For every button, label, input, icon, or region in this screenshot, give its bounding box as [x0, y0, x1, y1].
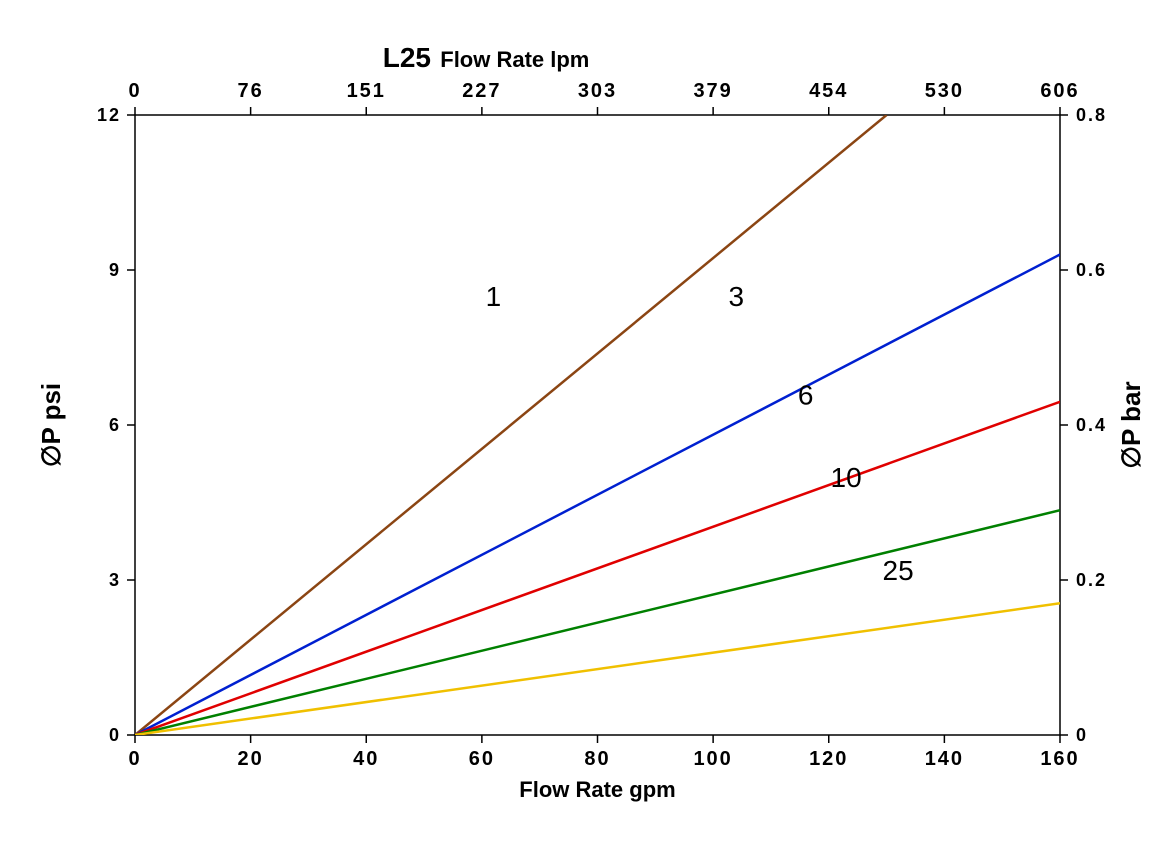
x-tick-label: 60	[469, 748, 495, 770]
y-left-tick-label: 3	[109, 570, 121, 590]
x-top-tick-label: 303	[578, 80, 617, 102]
x-tick-label: 120	[809, 748, 848, 770]
series-label-3: 3	[728, 281, 744, 312]
x-tick-label: 20	[238, 748, 264, 770]
y-left-tick-label: 0	[109, 725, 121, 745]
y-right-tick-label: 0	[1076, 725, 1088, 745]
x-tick-label: 80	[584, 748, 610, 770]
y-right-title: ∅P bar	[1116, 381, 1146, 468]
series-label-1: 1	[486, 281, 502, 312]
top-title-prefix: L25	[383, 42, 431, 73]
y-right-tick-label: 0.4	[1076, 415, 1107, 435]
x-top-tick-label: 151	[347, 80, 386, 102]
x-bottom-title: Flow Rate gpm	[519, 777, 675, 802]
y-right-tick-label: 0.2	[1076, 570, 1107, 590]
x-tick-label: 40	[353, 748, 379, 770]
chart-bg	[0, 0, 1170, 866]
x-top-tick-label: 76	[238, 80, 264, 102]
series-label-25: 25	[883, 555, 914, 586]
x-tick-label: 0	[128, 748, 141, 770]
x-tick-label: 160	[1040, 748, 1079, 770]
y-left-title: ∅P psi	[36, 383, 66, 467]
top-title-suffix: Flow Rate lpm	[440, 47, 589, 72]
x-top-tick-label: 227	[462, 80, 501, 102]
y-left-tick-label: 12	[97, 105, 121, 125]
x-top-tick-label: 530	[925, 80, 964, 102]
chart-svg: 020406080100120140160Flow Rate gpm076151…	[0, 0, 1170, 866]
top-title: L25 Flow Rate lpm	[383, 42, 590, 73]
x-top-tick-label: 0	[128, 80, 141, 102]
y-left-tick-label: 9	[109, 260, 121, 280]
y-right-tick-label: 0.6	[1076, 260, 1107, 280]
y-right-tick-label: 0.8	[1076, 105, 1107, 125]
x-top-tick-label: 379	[693, 80, 732, 102]
x-top-tick-label: 606	[1040, 80, 1079, 102]
series-label-10: 10	[831, 462, 862, 493]
x-top-tick-label: 454	[809, 80, 848, 102]
x-tick-label: 100	[693, 748, 732, 770]
series-label-6: 6	[798, 379, 814, 410]
y-left-tick-label: 6	[109, 415, 121, 435]
x-tick-label: 140	[925, 748, 964, 770]
pressure-drop-chart: 020406080100120140160Flow Rate gpm076151…	[0, 0, 1170, 866]
